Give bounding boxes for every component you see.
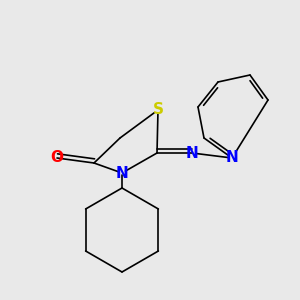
- Text: S: S: [152, 103, 164, 118]
- Text: N: N: [226, 151, 238, 166]
- Text: O: O: [50, 151, 64, 166]
- Text: N: N: [186, 146, 198, 160]
- Text: N: N: [116, 166, 128, 181]
